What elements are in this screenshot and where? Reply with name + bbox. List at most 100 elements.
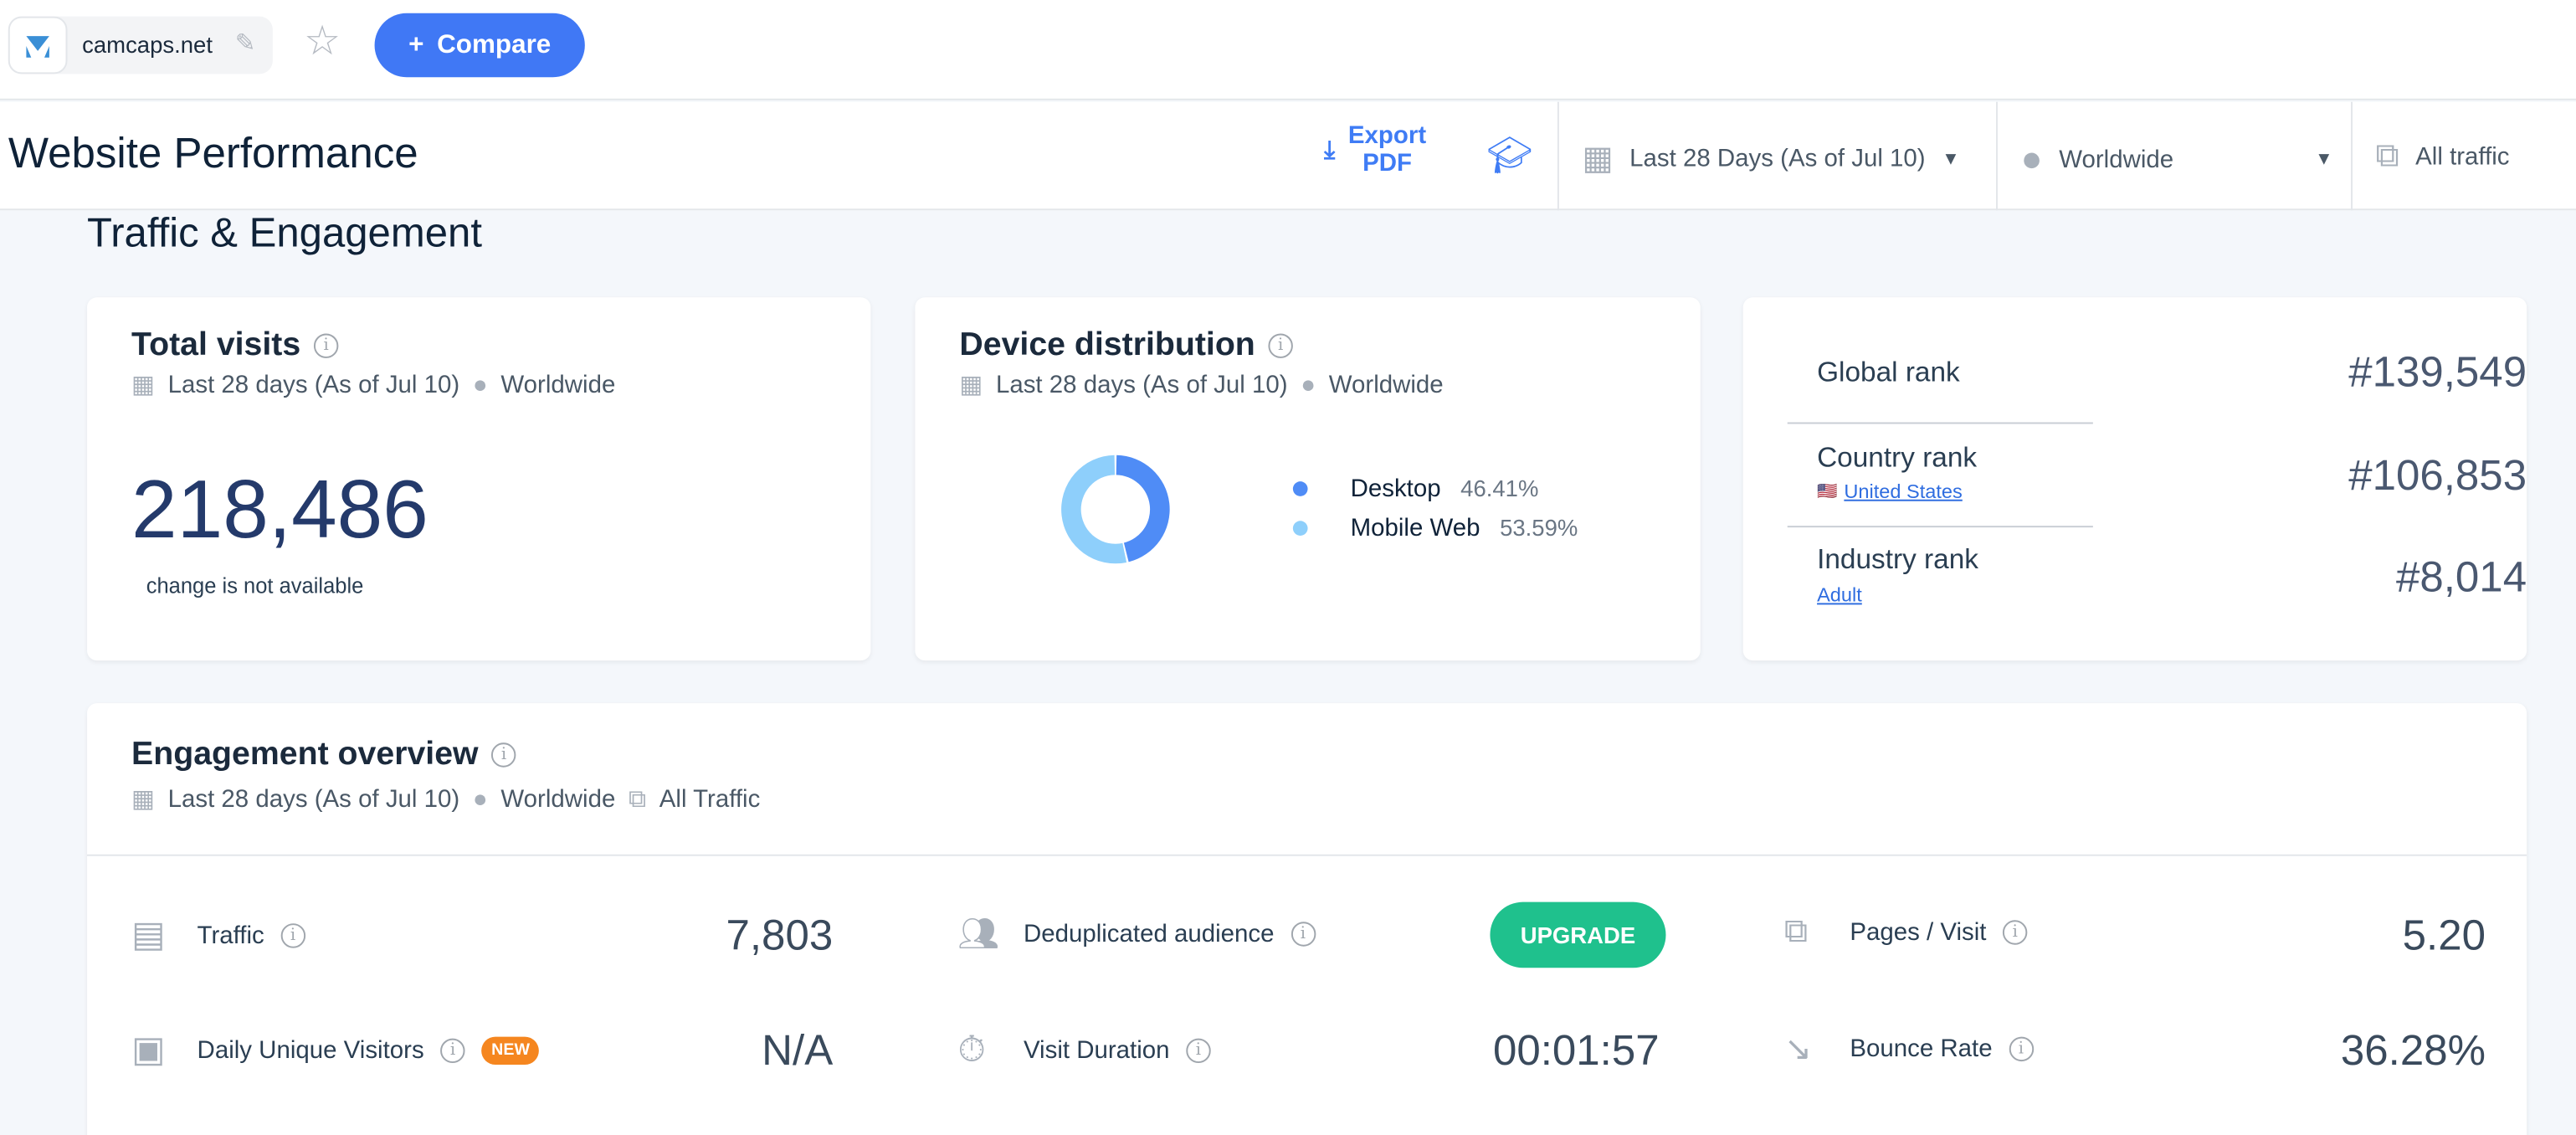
info-icon[interactable]: i <box>2009 1036 2034 1062</box>
star-icon[interactable]: ☆ <box>304 18 341 64</box>
devices-icon: ⧉ <box>629 784 647 813</box>
traffic-dropdown[interactable]: ⧉ All traffic <box>2375 138 2509 176</box>
industry-link[interactable]: Adult <box>1817 583 1862 607</box>
info-icon[interactable]: i <box>1291 922 1316 947</box>
upgrade-button[interactable]: UPGRADE <box>1490 901 1666 968</box>
bounce-value: 36.28% <box>2340 1025 2486 1075</box>
edit-pencil-icon[interactable]: ✎ <box>234 29 256 58</box>
region-label: Worldwide <box>2059 145 2174 174</box>
divider <box>1787 526 2093 528</box>
rank-label: Industry rank <box>1817 543 1978 576</box>
export-pdf-button[interactable]: ⤓ Export PDF <box>1324 121 1426 177</box>
divider <box>1557 101 1559 211</box>
country-link[interactable]: United States <box>1844 480 1963 503</box>
card-title: Engagement overview <box>131 736 479 773</box>
rank-label: Global rank <box>1817 356 1960 388</box>
metric-label: Bounce Rate <box>1850 1035 1993 1064</box>
new-badge: NEW <box>481 1035 540 1065</box>
card-title: Total visits <box>131 326 301 363</box>
metric-pages-per-visit: ⧉ Pages / Visit i <box>1784 913 2028 951</box>
domain-name: camcaps.net <box>82 31 213 58</box>
donut-slice-mobile-web <box>1061 455 1127 564</box>
info-icon[interactable]: i <box>313 333 339 358</box>
bounce-arrow-icon: ↘ <box>1783 1031 1812 1068</box>
calendar-icon: ▦ <box>959 371 983 400</box>
caret-down-icon: ▼ <box>2315 149 2333 170</box>
info-icon[interactable]: i <box>1268 333 1293 358</box>
change-text: change is not available <box>146 573 364 598</box>
date-range-label: Last 28 Days (As of Jul 10) <box>1629 144 1926 173</box>
pages-icon: ⧉ <box>1783 913 1808 950</box>
divider <box>87 854 2527 856</box>
page-title: Website Performance <box>8 128 418 178</box>
us-flag-icon: 🇺🇸 <box>1817 482 1838 501</box>
divider <box>1996 101 1999 211</box>
rank-value: #106,853 <box>2348 449 2527 500</box>
info-icon[interactable]: i <box>491 742 516 768</box>
calendar-icon: ▦ <box>131 371 155 400</box>
globe-icon: ● <box>472 784 488 813</box>
plus-icon: + <box>408 30 424 59</box>
country-rank: Country rank 🇺🇸 United States #106,853 <box>1788 442 2527 524</box>
page-header: Website Performance ⤓ Export PDF 🎓︎ ▦ Last… <box>0 101 2576 211</box>
calendar-icon: ▤ <box>131 913 166 955</box>
traffic-label: All traffic <box>2415 142 2510 172</box>
info-icon[interactable]: i <box>440 1037 465 1063</box>
rank-value: #139,549 <box>2348 347 2527 397</box>
period: Last 28 days (As of Jul 10) <box>995 370 1288 399</box>
devices-icon: ⧉ <box>2375 137 2399 175</box>
calendar-icon: ▦ <box>131 785 155 814</box>
graduation-cap-icon[interactable]: 🎓︎ <box>1486 134 1533 177</box>
ranks-card: Global rank #139,549 Country rank 🇺🇸 United… <box>1742 297 2527 661</box>
duration-value: 00:01:57 <box>1492 1025 1660 1075</box>
region: Worldwide <box>1328 370 1444 399</box>
metric-traffic: ▤ Traffic i <box>131 913 305 956</box>
metric-bounce-rate: ↘ Bounce Rate i <box>1784 1029 2034 1070</box>
metric-label: Pages / Visit <box>1850 918 1987 947</box>
export-label: Export <box>1347 121 1427 150</box>
info-icon[interactable]: i <box>1186 1037 1211 1063</box>
rank-value: #8,014 <box>2395 552 2527 602</box>
region-dropdown[interactable]: ● Worldwide ▼ <box>2020 138 2332 181</box>
date-range-dropdown[interactable]: ▦ Last 28 Days (As of Jul 10) ▼ <box>1582 138 1959 179</box>
id-badge-icon: ▣ <box>131 1028 166 1070</box>
metric-label: Visit Duration <box>1023 1035 1170 1065</box>
people-icon: 👥︎ <box>957 917 1000 953</box>
industry-rank: Industry rank Adult #8,014 <box>1788 544 2527 626</box>
info-icon[interactable]: i <box>280 922 305 948</box>
duv-value: N/A <box>762 1025 834 1075</box>
legend-label: Mobile Web <box>1350 513 1480 542</box>
engagement-overview-card: Engagement overview i ▦ Last 28 days (As o… <box>87 703 2527 1135</box>
globe-icon: ● <box>472 370 488 399</box>
info-icon[interactable]: i <box>2003 920 2028 945</box>
globe-icon: ● <box>2020 137 2043 179</box>
legend-dot <box>1292 480 1308 496</box>
card-title: Device distribution <box>959 326 1255 363</box>
metric-daily-unique-visitors: ▣ Daily Unique Visitors i NEW <box>131 1029 540 1071</box>
pdf-label: PDF <box>1362 149 1412 178</box>
total-visits-card: Total visits i ▦ Last 28 days (As of Jul 1… <box>87 297 871 661</box>
pages-value: 5.20 <box>2402 910 2486 960</box>
legend-value: 46.41% <box>1460 475 1539 501</box>
legend-item-desktop: Desktop 46.41% <box>1292 468 1578 507</box>
metric-label: Daily Unique Visitors <box>197 1035 424 1065</box>
legend-dot <box>1292 520 1308 535</box>
device-distribution-card: Device distribution i ▦ Last 28 days (As o… <box>915 297 1701 661</box>
calendar-icon: ▦ <box>1582 141 1614 178</box>
compare-button[interactable]: + Compare <box>374 13 585 78</box>
divider <box>1787 422 2093 424</box>
legend-label: Desktop <box>1350 474 1441 502</box>
device-legend: Desktop 46.41% Mobile Web 53.59% <box>1292 468 1578 547</box>
donut-slice-desktop <box>1116 455 1170 562</box>
traffic: All Traffic <box>659 784 761 813</box>
domain-chip[interactable]: camcaps.net ✎ <box>8 16 273 74</box>
legend-value: 53.59% <box>1500 514 1578 541</box>
device-donut-chart <box>1061 455 1170 564</box>
section-title: Traffic & Engagement <box>87 210 482 257</box>
stopwatch-icon: ⏱︎ <box>957 1028 987 1070</box>
top-bar: camcaps.net ✎ ☆ + Compare <box>0 0 2576 100</box>
period: Last 28 days (As of Jul 10) <box>167 370 460 399</box>
divider <box>2351 101 2353 211</box>
legend-item-mobile: Mobile Web 53.59% <box>1292 508 1578 547</box>
globe-icon: ● <box>1301 370 1316 399</box>
